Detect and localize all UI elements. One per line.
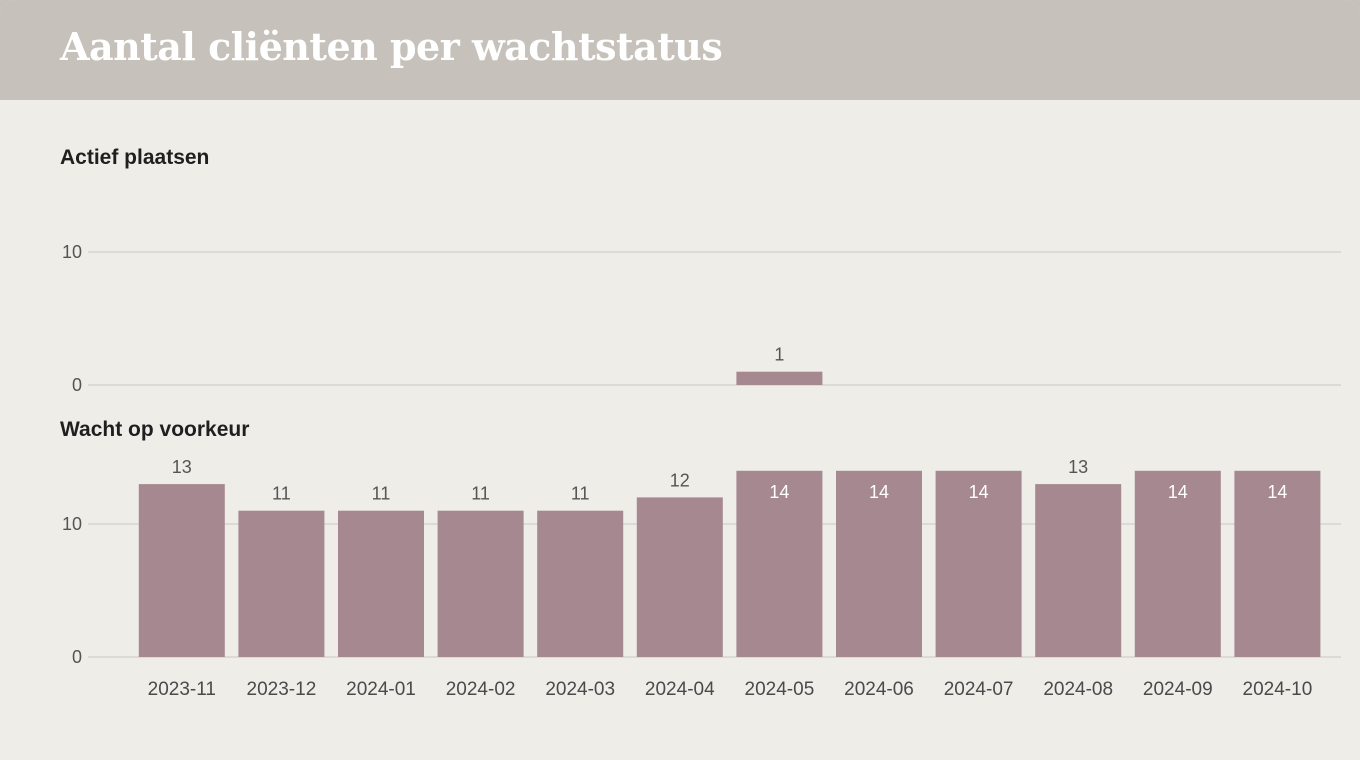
wacht-bar [1234, 470, 1321, 657]
x-category-label: 2023-11 [148, 679, 216, 700]
wacht-data-label: 11 [571, 484, 590, 504]
wacht-data-label: 11 [272, 484, 291, 504]
wacht-data-label: 14 [969, 482, 989, 502]
wacht-bar [935, 470, 1022, 657]
wacht-data-label: 14 [1168, 482, 1188, 502]
wacht-bar [338, 510, 424, 657]
wacht-bar [437, 510, 524, 657]
wacht-bar [138, 484, 225, 657]
x-category-label: 2024-10 [1243, 679, 1313, 700]
wacht-bar [636, 497, 723, 657]
wacht-bar [238, 510, 325, 657]
chart-area: Actief plaatsen 0 10 1 Wacht op voorkeur 0 10 1… [60, 146, 1341, 700]
x-category-label: 2024-01 [346, 679, 416, 700]
x-category-label: 2024-03 [545, 679, 615, 700]
x-category-label: 2024-04 [645, 679, 715, 700]
wacht-panel-title: Wacht op voorkeur [60, 418, 249, 441]
wacht-bar [537, 510, 624, 657]
wacht-bar [1035, 484, 1122, 657]
wacht-data-label: 11 [372, 484, 391, 504]
actief-bar [736, 371, 823, 385]
wacht-data-label: 14 [769, 482, 789, 502]
wacht-y-tick-label: 0 [72, 647, 82, 667]
wacht-data-label: 13 [1068, 457, 1088, 477]
wacht-bar [736, 470, 823, 657]
wacht-data-label: 14 [869, 482, 889, 502]
wacht-bar [1134, 470, 1221, 657]
wacht-bar [836, 470, 922, 657]
wacht-data-label: 11 [471, 484, 490, 504]
x-category-label: 2024-05 [745, 679, 815, 700]
card-header: Aantal cliënten per wachtstatus [0, 0, 1360, 100]
wacht-data-label: 13 [172, 457, 192, 477]
x-category-label: 2024-02 [446, 679, 516, 700]
x-category-label: 2024-06 [844, 679, 914, 700]
wacht-y-tick-label: 10 [62, 514, 82, 534]
x-category-label: 2024-07 [944, 679, 1014, 700]
actief-y-tick-label: 0 [72, 375, 82, 395]
x-category-label: 2024-09 [1143, 679, 1213, 700]
x-category-label: 2024-08 [1043, 679, 1113, 700]
x-category-label: 2023-12 [247, 679, 317, 700]
wacht-data-label: 14 [1267, 482, 1287, 502]
chart-title: Aantal cliënten per wachtstatus [60, 24, 723, 69]
wacht-data-label: 12 [670, 470, 690, 490]
actief-panel-title: Actief plaatsen [60, 146, 209, 169]
actief-data-label: 1 [774, 345, 784, 365]
actief-y-tick-label: 10 [62, 242, 82, 262]
